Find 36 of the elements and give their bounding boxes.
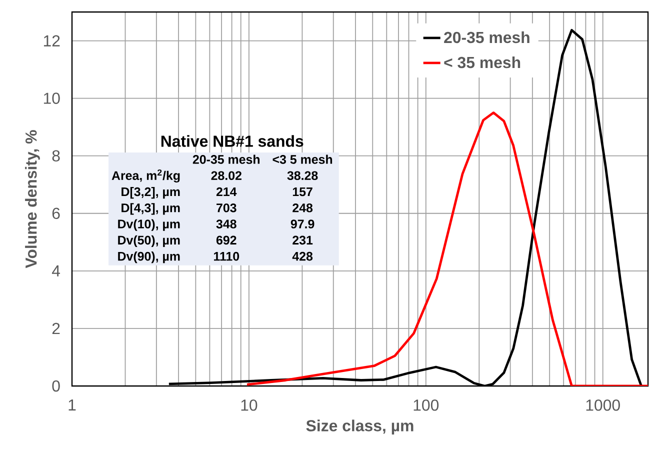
annotation: 20-35 mesh [192,154,260,164]
annotation: 97.9 [290,220,314,228]
annotation: 703 [216,203,236,212]
annotation: 692 [216,236,236,245]
legend-label: < 35 mesh [444,56,520,68]
annotation: <3 5 mesh [272,154,332,164]
annotation: 248 [292,203,313,212]
x-tick-label: 1000 [586,400,620,411]
annotation: 348 [216,220,236,228]
annotation: Dv(90), µm [118,252,180,264]
annotation: D[3,2], µm [122,186,180,199]
x-axis-title: Size class, µm [306,420,414,435]
legend-label: 20-35 mesh [444,31,530,44]
annotation: Native NB#1 sands [161,135,304,147]
annotation: 38.28 [287,171,318,180]
y-tick-label: 2 [52,322,60,334]
y-tick-label: 10 [44,92,60,104]
y-tick-label: 12 [44,35,60,46]
annotation: 1110 [214,252,240,261]
y-axis-title: Volume density, % [25,130,40,268]
annotation: 157 [292,187,312,196]
annotation: 231 [292,236,313,245]
annotation: Dv(10), µm [118,219,180,231]
x-tick-label: 10 [241,400,258,411]
y-tick-label: 6 [52,208,60,220]
x-tick-label: 1 [68,400,76,410]
annotation: Area, m$^{2}$/kg [112,169,180,183]
y-tick-label: 8 [52,150,60,162]
annotation: 428 [292,252,313,261]
annotation: 28.02 [211,171,242,180]
y-tick-label: 4 [52,265,60,276]
y-tick-label: 0 [52,380,60,392]
annotation: 214 [216,187,237,196]
x-tick-label: 100 [414,400,439,411]
annotation: Dv(50), µm [118,235,180,248]
annotation: D[4,3], µm [122,203,180,215]
